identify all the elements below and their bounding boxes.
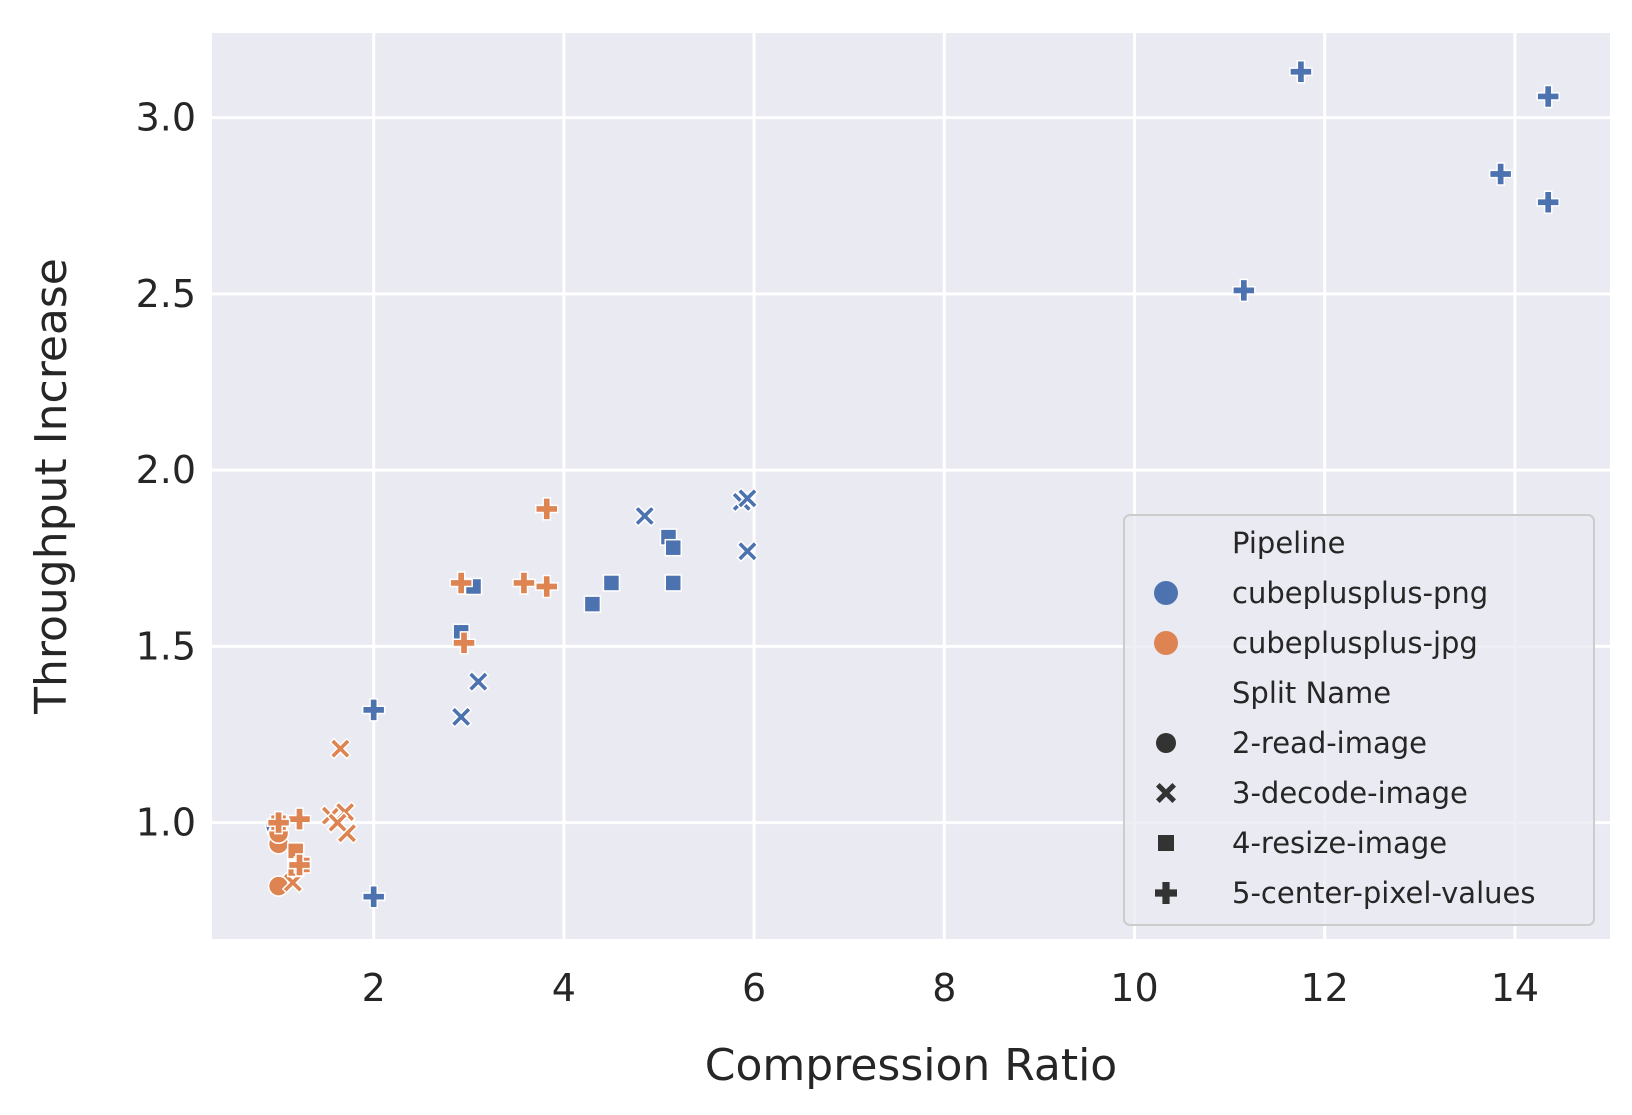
data-point xyxy=(452,631,476,655)
data-point xyxy=(287,807,312,831)
legend-box xyxy=(1123,514,1595,926)
data-point xyxy=(602,574,621,592)
x-tick-label: 4 xyxy=(552,966,576,1010)
data-point xyxy=(450,705,473,728)
legend-label: 4-resize-image xyxy=(1232,826,1447,860)
data-points xyxy=(264,60,1560,909)
data-point xyxy=(1232,278,1256,303)
data-point xyxy=(361,884,386,909)
x-tick-label: 2 xyxy=(362,966,386,1010)
legend-entries: cubeplusplus-png cubeplusplus-jpg 2-read-i… xyxy=(1154,576,1535,910)
y-tick-label: 3.0 xyxy=(136,96,196,140)
data-point xyxy=(1289,60,1313,84)
data-point xyxy=(266,810,291,835)
data-point xyxy=(449,571,473,595)
legend-label: 5-center-pixel-values xyxy=(1232,876,1535,910)
data-point xyxy=(583,595,602,613)
legend-label: 3-decode-image xyxy=(1232,776,1468,810)
legend-marker xyxy=(1156,783,1176,803)
data-point xyxy=(535,574,559,599)
x-tick-label: 10 xyxy=(1110,966,1158,1010)
y-axis-label: Throughput Increase xyxy=(26,258,77,715)
y-tick-label: 2.0 xyxy=(136,448,196,492)
legend-label: 2-read-image xyxy=(1232,726,1427,760)
legend-style-title: Split Name xyxy=(1232,676,1391,710)
data-point xyxy=(1536,190,1560,214)
data-point xyxy=(736,487,759,510)
data-point xyxy=(287,853,312,877)
x-tick-label: 12 xyxy=(1301,966,1349,1010)
data-point xyxy=(664,574,682,592)
data-point xyxy=(1536,84,1560,109)
data-point xyxy=(664,538,682,557)
data-point xyxy=(281,871,304,894)
x-axis-label: Compression Ratio xyxy=(705,1040,1117,1091)
legend-marker xyxy=(1154,631,1178,655)
data-point xyxy=(329,737,352,760)
legend-label: cubeplusplus-jpg xyxy=(1232,626,1478,660)
data-point xyxy=(361,698,386,722)
data-point xyxy=(467,670,490,693)
y-tick-label: 1.5 xyxy=(136,624,196,668)
legend-hue-title: Pipeline xyxy=(1232,526,1346,560)
data-point xyxy=(736,540,759,563)
legend-label: cubeplusplus-png xyxy=(1232,576,1488,610)
x-tick-labels: 2 4 6 8 10 12 14 xyxy=(362,966,1539,1010)
y-tick-label: 1.0 xyxy=(136,801,196,845)
x-tick-label: 6 xyxy=(742,966,766,1010)
y-tick-labels: 1.0 1.5 2.0 2.5 3.0 xyxy=(136,96,196,845)
data-point xyxy=(1488,162,1513,186)
legend-marker xyxy=(1155,882,1177,904)
data-point xyxy=(512,571,536,595)
data-point xyxy=(633,504,656,528)
x-tick-label: 8 xyxy=(932,966,956,1010)
legend-marker xyxy=(1158,835,1174,851)
x-tick-label: 14 xyxy=(1491,966,1539,1010)
grid-lines xyxy=(212,33,1610,939)
legend-marker xyxy=(1156,733,1176,753)
data-point xyxy=(535,497,559,521)
legend-marker xyxy=(1154,581,1178,605)
y-tick-label: 2.5 xyxy=(136,272,196,316)
legend: Pipeline Split Name cubeplusplus-pngcube… xyxy=(1123,514,1595,926)
data-point xyxy=(326,811,349,834)
